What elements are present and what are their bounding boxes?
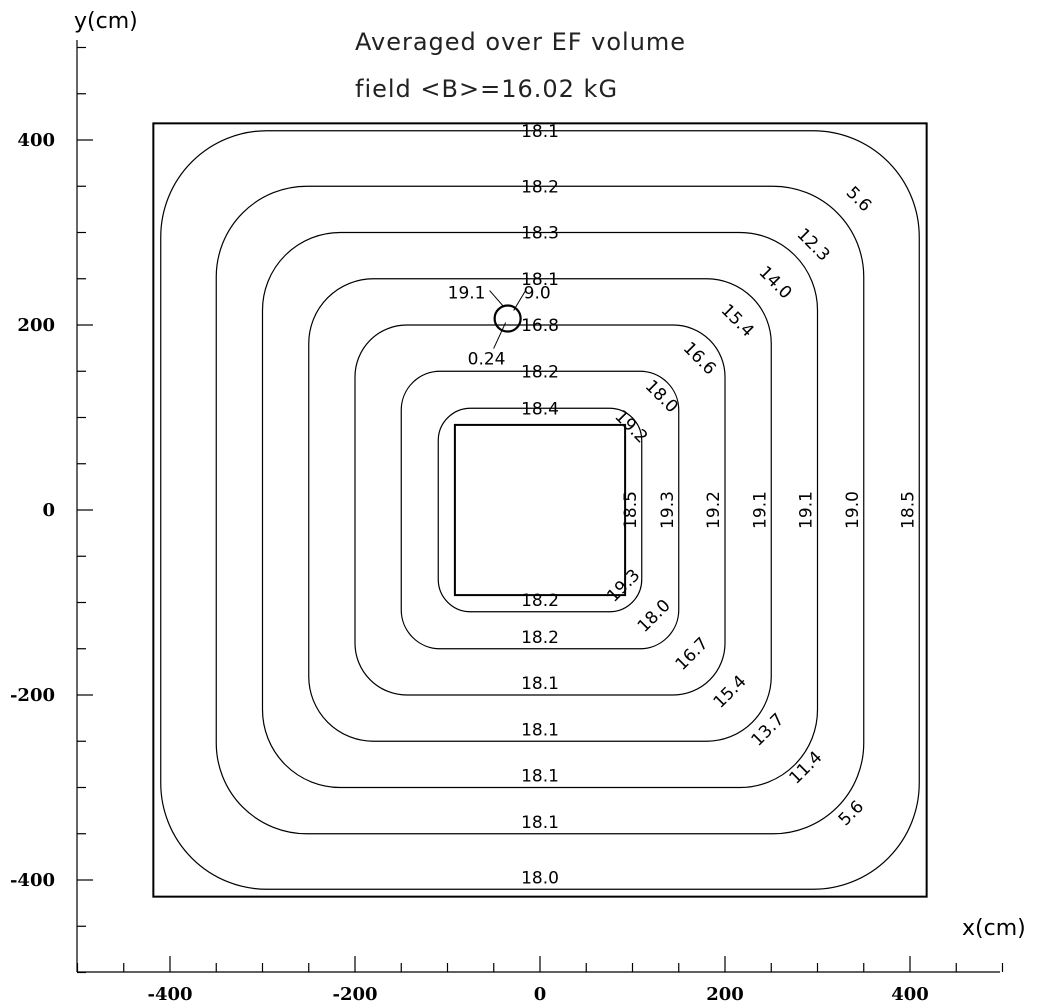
contour-line (215, 185, 865, 835)
contour-label-bottom: 18.2 (521, 628, 559, 648)
contour-label-top: 18.2 (521, 177, 559, 197)
probe-label: 9.0 (524, 284, 551, 304)
contour-label-right: 19.1 (797, 491, 817, 529)
contour-label-bottom: 18.1 (521, 767, 559, 787)
y-tick-label: 200 (17, 315, 55, 336)
inner-boundary (453, 423, 627, 597)
probe-arrow (513, 290, 527, 311)
contour-label-bottom: 18.2 (521, 591, 559, 611)
contour-label-corner-tr: 19.2 (611, 407, 652, 448)
contour-label-top: 18.1 (521, 122, 559, 142)
contour-label-corner-br: 5.6 (835, 797, 868, 830)
y-axis-label: y(cm) (74, 9, 138, 34)
y-tick-label: 400 (17, 130, 55, 151)
contour-label-bottom: 18.1 (521, 674, 559, 694)
x-tick-label: -400 (147, 984, 192, 1005)
contour-label-top: 18.1 (521, 270, 559, 290)
contour-label-corner-tr: 14.0 (755, 262, 796, 303)
probe-circle (493, 304, 522, 333)
contour-label-top: 18.3 (521, 224, 559, 244)
contour-label-corner-br: 13.7 (748, 710, 789, 751)
probe-arrow (493, 322, 507, 349)
contour-line (437, 407, 643, 613)
contour-label-right: 19.1 (750, 491, 770, 529)
y-tick-label: 0 (42, 500, 55, 521)
contour-line (354, 324, 726, 696)
outer-boundary (152, 122, 928, 898)
contour-label-top: 18.4 (521, 399, 559, 419)
contour-label-corner-tr: 15.4 (717, 300, 758, 341)
chart-title-line-1: Averaged over EF volume (355, 28, 686, 56)
contour-label-corner-tr: 18.0 (641, 376, 682, 417)
axis-ticks (76, 46, 1004, 974)
probe-label: 0.24 (468, 350, 506, 370)
contour-label-corner-br: 11.4 (785, 747, 826, 788)
contour-label-corner-br: 18.0 (634, 596, 675, 637)
contour-label-bottom: 18.1 (521, 813, 559, 833)
probe-marker: 19.1 9.0 0.24 (448, 284, 551, 370)
contour-line (308, 278, 772, 742)
probe-arrow (489, 290, 505, 307)
y-tick-label: -200 (10, 685, 55, 706)
axis-tick-labels: -400 -200 0 200 400 400 200 0 -200 -400 (10, 130, 929, 1005)
contour-line (400, 370, 680, 650)
contour-label-corner-br: 19.3 (603, 565, 644, 606)
probe-label: 19.1 (448, 284, 486, 304)
contour-label-right: 19.2 (704, 491, 724, 529)
contour-lines (160, 130, 920, 890)
contour-label-top: 18.2 (521, 362, 559, 382)
contour-label-right: 19.0 (843, 491, 863, 529)
contour-label-corner-br: 16.7 (672, 634, 713, 675)
x-axis-label: x(cm) (962, 916, 1026, 941)
contour-line (261, 231, 819, 789)
x-tick-label: -200 (332, 984, 377, 1005)
x-tick-label: 0 (534, 984, 547, 1005)
contour-label-corner-br: 15.4 (710, 672, 751, 713)
contour-label-corner-tr: 5.6 (842, 183, 875, 216)
contour-label-bottom: 18.1 (521, 720, 559, 740)
contour-label-right: 18.5 (898, 491, 918, 529)
contour-label-bottom: 18.0 (521, 868, 559, 888)
x-tick-label: 200 (706, 984, 744, 1005)
chart-title-line-2: field <B>=16.02 kG (355, 75, 618, 103)
contour-label-top: 16.8 (521, 316, 559, 336)
contour-label-right: 19.3 (658, 491, 678, 529)
x-tick-label: 400 (891, 984, 929, 1005)
contour-line (160, 130, 920, 890)
y-tick-label: -400 (10, 870, 55, 891)
contour-label-right: 18.5 (621, 491, 641, 529)
